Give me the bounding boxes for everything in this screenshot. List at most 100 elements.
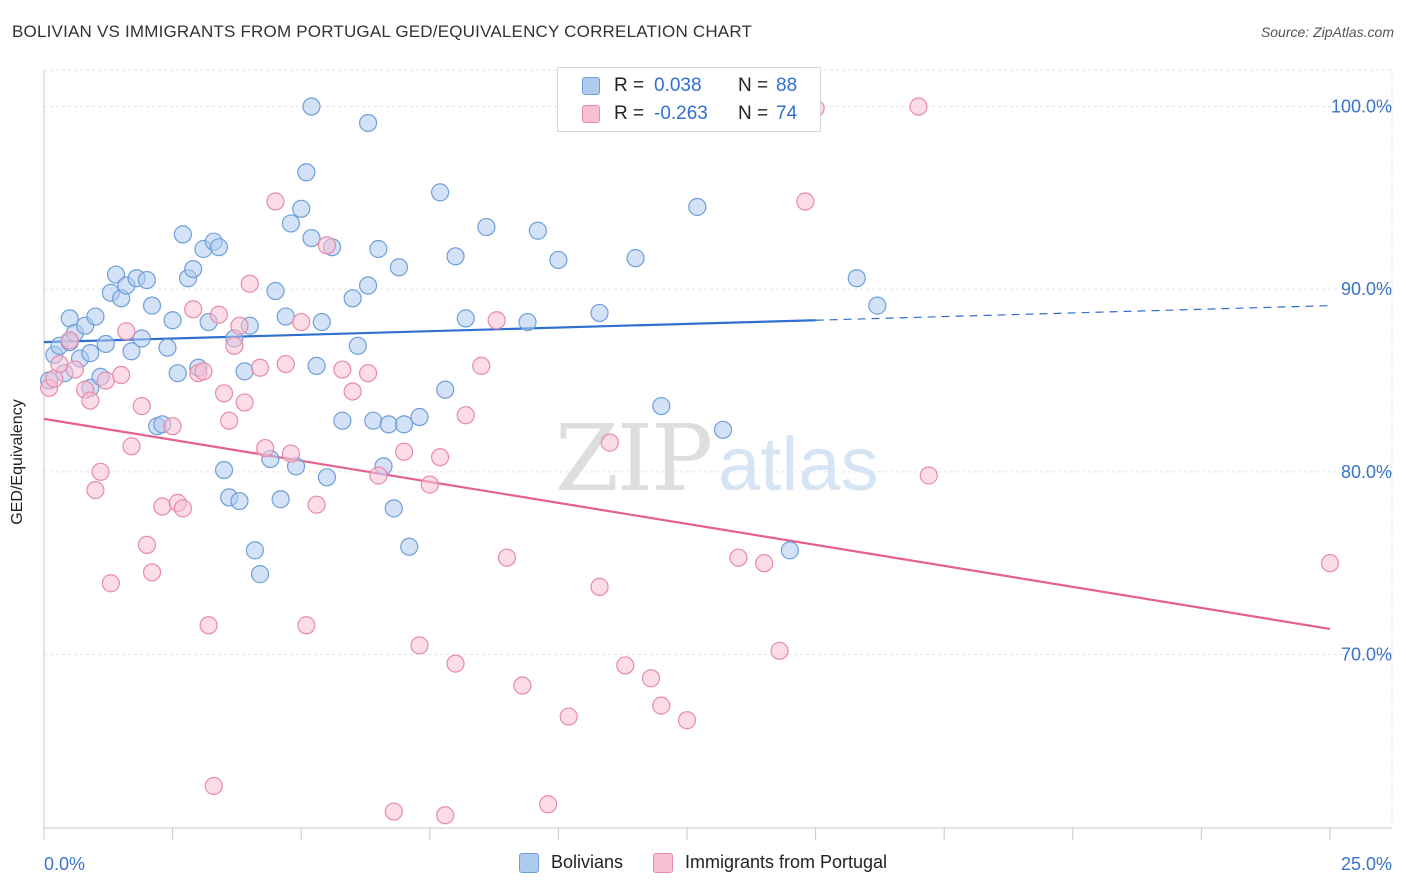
portugal-point <box>513 676 532 695</box>
bolivian-point <box>868 296 887 315</box>
bolivian-point <box>250 565 270 584</box>
portugal-point <box>590 577 609 597</box>
portugal-point <box>122 437 141 456</box>
source-label: Source: ZipAtlas.com <box>1260 24 1394 40</box>
portugal-point <box>112 365 131 385</box>
portugal-point <box>677 711 697 730</box>
portugal-point <box>96 371 115 390</box>
bolivian-point <box>302 228 321 248</box>
portugal-point <box>909 97 928 116</box>
portugal-point <box>142 563 162 582</box>
bolivian-point <box>400 537 419 556</box>
bolivian-point <box>394 415 414 434</box>
blue-swatch <box>582 77 600 95</box>
portugal-point <box>369 466 388 485</box>
legend-r-value: -0.263 <box>654 103 708 124</box>
legend-row-bolivians: R = 0.038 N = 88 <box>582 74 797 98</box>
portugal-point <box>153 497 172 516</box>
bolivian-point <box>780 541 799 560</box>
bolivian-point <box>132 329 151 348</box>
bolivian-point <box>358 113 378 133</box>
trend-line-extension <box>815 305 1331 321</box>
portugal-point <box>472 356 491 375</box>
y-tick-label: 100.0% <box>1331 97 1392 117</box>
portugal-point <box>86 480 105 500</box>
bolivian-point <box>271 490 290 509</box>
portugal-point <box>652 696 671 715</box>
portugal-point <box>600 433 619 452</box>
bolivian-point <box>137 270 156 290</box>
bolivian-point <box>348 336 367 355</box>
bolivian-point <box>477 217 496 237</box>
tick-labels: 70.0% 80.0% 90.0% 100.0% 0.0% 25.0% <box>44 97 1392 874</box>
portugal-point <box>65 360 84 379</box>
bolivian-point <box>81 344 100 363</box>
watermark: ZIP atlas <box>555 405 879 512</box>
bolivian-point <box>96 334 115 354</box>
bolivian-point <box>230 491 249 511</box>
legend-label: Immigrants from Portugal <box>684 852 888 872</box>
legend-r-value: 0.038 <box>654 75 702 96</box>
x-tick-label: 0.0% <box>44 854 85 874</box>
legend-item-portugal: Immigrants from Portugal <box>652 852 888 873</box>
bolivian-point <box>312 312 331 332</box>
bolivian-point <box>163 311 182 330</box>
portugal-point <box>220 411 239 430</box>
bolivian-point <box>302 97 321 116</box>
bolivian-point <box>266 281 285 301</box>
legend-r-label: R = <box>614 103 645 124</box>
portugal-point <box>132 396 151 416</box>
bolivian-point <box>122 342 141 361</box>
bolivian-point <box>713 420 733 439</box>
bolivian-point <box>142 296 162 315</box>
portugal-point <box>384 802 403 821</box>
portugal-point <box>137 535 156 554</box>
bolivian-point <box>245 541 265 560</box>
portugal-point <box>919 466 938 485</box>
portugal-point <box>266 192 285 211</box>
bolivian-point <box>688 197 707 217</box>
legend-label: Bolivians <box>550 852 623 872</box>
portugal-point <box>770 641 789 660</box>
portugal-point <box>729 548 748 567</box>
portugal-point <box>276 354 295 374</box>
bolivian-point <box>590 303 609 323</box>
bolivian-point <box>292 199 311 218</box>
portugal-point <box>307 495 326 514</box>
portugal-point <box>297 616 316 635</box>
legend-item-bolivians: Bolivians <box>518 852 623 873</box>
portugal-point <box>60 331 79 350</box>
portugal-point <box>199 616 218 635</box>
portugal-point <box>230 316 249 335</box>
bolivian-point <box>430 183 450 202</box>
legend-n-label: N = <box>738 103 769 124</box>
bolivian-point <box>518 312 537 332</box>
portugal-point <box>250 358 270 377</box>
bolivian-point <box>379 415 398 434</box>
portugal-point <box>117 322 136 341</box>
bolivian-point <box>209 238 228 257</box>
portugal-point <box>456 406 475 425</box>
series-legend: Bolivians Immigrants from Portugal <box>0 852 1406 873</box>
bolivian-point <box>235 362 254 381</box>
bolivian-point <box>343 289 362 308</box>
portugal-point <box>755 554 774 573</box>
data-points <box>40 97 1340 825</box>
portugal-point <box>559 707 578 726</box>
bolivian-point <box>389 258 409 277</box>
portugal-point <box>436 806 455 825</box>
watermark-atlas: atlas <box>718 422 879 507</box>
bolivian-point <box>652 396 671 416</box>
bolivian-point <box>307 356 326 375</box>
legend-n-value: 88 <box>776 75 798 96</box>
pink-swatch <box>582 105 600 123</box>
legend-row-portugal: R = -0.263 N = 74 <box>582 102 797 126</box>
trend-line <box>43 319 816 344</box>
legend-r-label: R = <box>614 75 645 96</box>
portugal-point <box>194 362 213 381</box>
bolivian-point <box>384 499 403 518</box>
bolivian-point <box>456 309 475 328</box>
bolivian-point <box>358 276 378 295</box>
portugal-point <box>497 548 517 567</box>
axes <box>43 70 1392 840</box>
